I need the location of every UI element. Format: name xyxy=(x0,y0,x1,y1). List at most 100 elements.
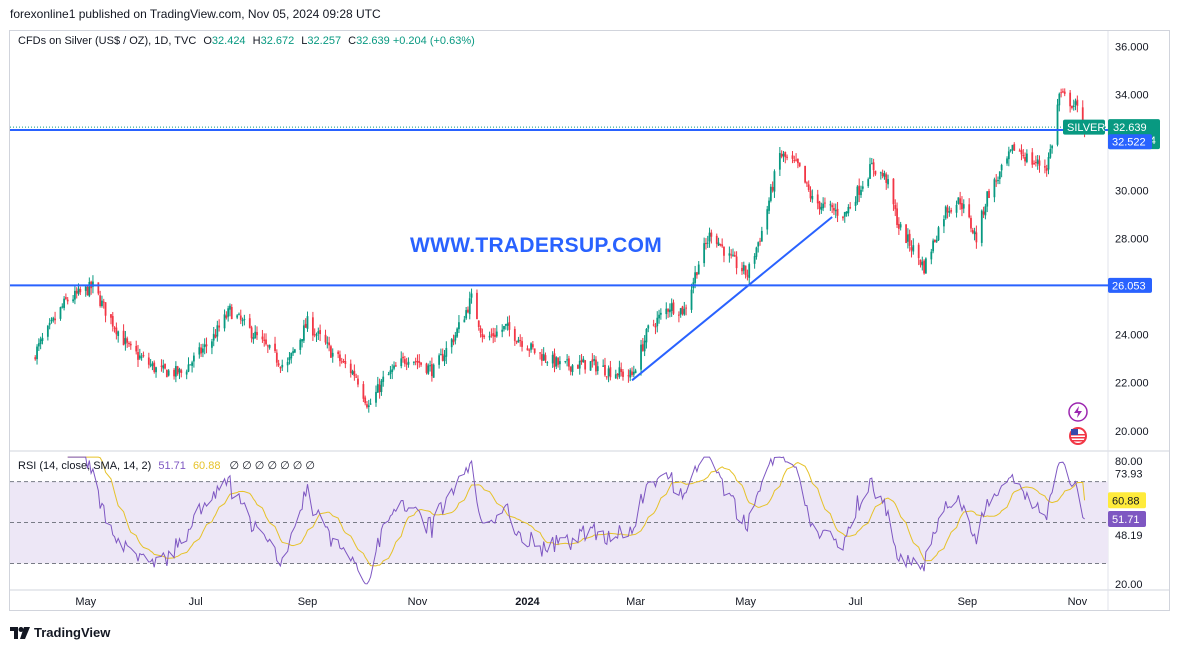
candle-body xyxy=(46,325,49,337)
candle-body xyxy=(445,347,448,357)
candle-body xyxy=(293,349,296,353)
upper-level-tag: 32.522 xyxy=(1112,137,1146,149)
lower-level-tag-bg xyxy=(1108,277,1152,293)
candle-body xyxy=(710,232,713,237)
candle-body xyxy=(746,275,749,277)
candle-body xyxy=(239,315,242,320)
candle-body xyxy=(441,353,444,361)
candle-body xyxy=(1081,107,1084,128)
lightning-icon[interactable] xyxy=(1068,402,1088,422)
candle-body xyxy=(1020,150,1023,155)
candle-body xyxy=(189,364,192,366)
candle-body xyxy=(315,334,318,336)
candle-body xyxy=(412,361,415,363)
candle-body xyxy=(919,259,922,265)
candle-body xyxy=(1011,144,1014,151)
candle-body xyxy=(811,196,814,200)
candle-body xyxy=(667,309,669,312)
rsi-label: RSI (14, close, SMA, 14, 2) xyxy=(18,460,152,472)
candle-body xyxy=(870,163,873,165)
candle-body xyxy=(302,325,305,341)
candle-body xyxy=(393,365,395,369)
candle-body xyxy=(479,327,482,333)
candle-body xyxy=(578,360,581,369)
candle-body xyxy=(110,314,112,318)
candle-body xyxy=(771,186,774,191)
candle-body xyxy=(252,337,255,340)
watermark: WWW.TRADERSUP.COM xyxy=(410,234,662,257)
last-symbol-tag: SILVER xyxy=(1067,122,1105,134)
candle-body xyxy=(174,366,177,377)
candle-body xyxy=(843,212,846,217)
symbol-legend[interactable]: CFDs on Silver (US$ / OZ), 1D, TVC O32.4… xyxy=(18,35,475,47)
candle-body xyxy=(690,289,693,310)
candle-body xyxy=(627,375,630,377)
candle-body xyxy=(959,198,962,205)
candle-body xyxy=(557,358,559,365)
candle-body xyxy=(362,384,365,399)
candle-body xyxy=(946,207,949,213)
candle-body xyxy=(568,358,570,367)
candle-body xyxy=(607,368,610,377)
candle-body xyxy=(227,308,230,317)
candle-body xyxy=(328,342,331,346)
candle-body xyxy=(162,365,165,369)
time-tick-label: Mar xyxy=(626,596,645,608)
candle-body xyxy=(355,376,358,378)
candle-body xyxy=(151,363,154,367)
last-symbol-tag-bg xyxy=(1063,119,1105,135)
rsi-legend[interactable]: RSI (14, close, SMA, 14, 2) 51.71 60.88 … xyxy=(18,459,315,472)
candle-body xyxy=(180,370,183,374)
candle-body xyxy=(128,343,130,345)
candle-body xyxy=(948,211,951,213)
tradingview-footer[interactable]: TradingView xyxy=(10,625,110,640)
rsi-tick-label: 20.00 xyxy=(1115,579,1143,591)
candle-body xyxy=(137,352,139,360)
rsi-empty-slots: ∅ ∅ ∅ ∅ ∅ ∅ ∅ xyxy=(229,460,315,472)
candle-body xyxy=(1033,163,1035,165)
candle-body xyxy=(854,201,857,206)
close-key: C xyxy=(348,35,357,47)
candle-body xyxy=(879,172,882,174)
candle-body xyxy=(654,326,657,328)
price-tick-label: 36.000 xyxy=(1115,41,1149,53)
candle-body xyxy=(353,370,356,377)
candle-body xyxy=(1022,154,1025,157)
candle-body xyxy=(998,171,1001,180)
candle-body xyxy=(382,376,385,382)
candle-body xyxy=(723,246,725,256)
candle-body xyxy=(539,352,541,354)
candle-body xyxy=(250,327,253,339)
candle-body xyxy=(407,361,410,365)
price-tick-label: 20.000 xyxy=(1115,426,1149,438)
us-flag-icon[interactable] xyxy=(1069,427,1087,445)
candle-body xyxy=(540,354,543,361)
candle-body xyxy=(533,348,536,353)
candle-body xyxy=(658,314,660,319)
candle-body xyxy=(629,370,632,378)
candle-body xyxy=(66,299,69,302)
candle-body xyxy=(831,205,834,208)
candle-body xyxy=(48,322,51,326)
candle-body xyxy=(782,153,785,157)
candle-body xyxy=(306,316,309,329)
candle-body xyxy=(299,339,302,350)
candle-body xyxy=(465,310,468,319)
candle-body xyxy=(432,364,435,378)
rsi-sma-tag-bg xyxy=(1108,492,1146,509)
candle-body xyxy=(728,253,731,256)
candle-body xyxy=(551,354,554,364)
candle-body xyxy=(349,363,352,373)
candle-body xyxy=(52,317,55,321)
candle-body xyxy=(685,307,688,309)
candle-body xyxy=(36,346,38,360)
candle-body xyxy=(845,211,848,214)
candle-body xyxy=(836,208,839,216)
candle-body xyxy=(867,179,870,187)
candle-body xyxy=(641,344,644,351)
candle-body xyxy=(425,363,428,373)
candle-body xyxy=(719,243,722,246)
candle-body xyxy=(582,358,585,363)
price-labels-layer: SILVER32.63912:31:1432.52226.05360.8851.… xyxy=(1063,119,1160,528)
